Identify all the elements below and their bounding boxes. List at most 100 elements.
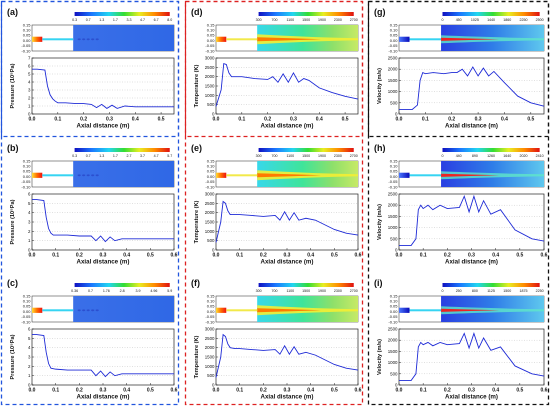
colorbar-tick-label: 800 [472,289,478,293]
x-axis-label: Axial distance (m) [261,394,314,401]
nozzle-inlet [32,307,43,313]
colorbar-tick-label: 2.7 [126,154,131,158]
colorbar [258,283,354,287]
x-tick-label: 0.3 [284,388,291,394]
contour-y-tick-label: 0.10 [23,28,32,33]
colorbar-tick-label: 1500 [503,289,511,293]
colorbar-tick-label: 1900 [318,18,326,22]
nozzle-jet [42,309,74,312]
y-tick-label: 1 [28,238,31,243]
y-axis-label: Temperature (K) [194,200,200,243]
contour-y-tick-label: 0.00 [390,309,399,314]
colorbar [442,283,540,287]
y-tick-label: 2 [28,229,31,234]
x-tick-label: 0.0 [29,388,36,394]
column-frame [184,0,364,406]
plot-frame [398,57,545,115]
y-tick-label: 3 [28,355,31,360]
nozzle-jet [409,174,442,177]
colorbar-tick-label: 1900 [318,289,326,293]
colorbar-tick-label: 300 [256,154,262,158]
x-tick-label: 0.5 [331,253,338,259]
nozzle-inlet [399,36,410,42]
contour-shock-cell [86,309,90,312]
x-tick-label: 0.1 [238,117,245,123]
colorbar-tick-label: 2500 [536,18,544,22]
x-tick-label: 0.0 [213,388,220,394]
colorbar-tick-label: 4.7 [154,154,159,158]
x-tick-label: 0.2 [76,388,83,394]
y-tick-label: 1 [28,373,31,378]
y-tick-label: 4 [28,345,31,350]
y-tick-label: 1500 [205,220,215,225]
contour-y-tick-label: 0.00 [390,174,399,179]
y-tick-label: 0 [28,248,31,253]
contour-field [73,25,174,51]
x-tick-label: 0.0 [29,117,36,123]
y-tick-label: 1500 [388,78,398,83]
colorbar-tick-label: 0 [442,18,444,22]
contour-y-tick-label: -0.05 [205,43,215,48]
colorbar-tick-label: 890 [472,154,478,158]
contour-shock-cell [82,309,86,312]
contour-y-tick-label: 0.15 [390,22,399,27]
contour-shock-cell [82,38,86,41]
colorbar-tick-label: 1100 [286,18,294,22]
contour-shock-cell [95,174,99,177]
y-tick-label: 6 [28,192,31,197]
x-axis-label: Axial distance (m) [261,259,314,266]
colorbar-tick-label: 0.36 [71,289,78,293]
series-line [32,199,174,243]
nozzle-inlet [216,307,227,313]
panel-label: (g) [374,7,386,17]
contour-y-tick-label: 0.05 [207,169,216,174]
contour-y-tick-label: 0.00 [23,309,32,314]
contour-y-tick-label: 0.10 [390,299,399,304]
contour-y-tick-label: -0.10 [21,319,31,324]
x-tick-label: 0.4 [123,253,130,259]
contour-y-tick-label: 0.05 [207,304,216,309]
x-tick-label: 0.0 [29,253,36,259]
y-tick-label: 0 [212,383,215,388]
x-tick-label: 0.0 [396,388,403,394]
x-tick-label: 0.1 [52,253,59,259]
x-tick-label: 0.4 [123,388,130,394]
colorbar-tick-label: 2300 [334,18,342,22]
contour-field [73,296,174,322]
contour-shock-cell [91,309,95,312]
contour-core [257,37,322,42]
x-tick-label: 0.1 [236,253,243,259]
x-tick-label: 0.3 [468,253,475,259]
colorbar-tick-label: 3.7 [140,154,145,158]
y-tick-label: 2000 [388,338,398,343]
nozzle-inlet [32,36,43,42]
nozzle-jet [409,309,442,312]
x-tick-label: 0.0 [213,253,220,259]
colorbar-tick-label: 1500 [302,18,310,22]
contour-y-tick-label: 0.15 [390,293,399,298]
nozzle-jet [42,38,74,41]
x-tick-label: 0.0 [396,117,403,123]
y-tick-label: 500 [207,373,215,378]
x-tick-label: 0.5 [527,117,534,123]
x-tick-label: 0.4 [316,117,323,123]
y-tick-label: 2500 [205,201,215,206]
colorbar-tick-label: 2410 [536,154,544,158]
contour-shock-cell [82,174,86,177]
colorbar-tick-label: 1.7 [113,18,118,22]
panel-g: (g)0 450 1025 1440 1860 2250 25000.150.100.050… [367,0,550,138]
x-tick-label: 0.3 [290,117,297,123]
colorbar-tick-label: 1100 [286,289,294,293]
colorbar [442,148,540,152]
contour-shock-cell [86,38,90,41]
y-tick-label: 1000 [388,89,398,94]
series-line [215,62,359,107]
y-axis-label: Velocity (m/s) [377,204,383,240]
contour-y-tick-label: -0.10 [388,184,398,189]
y-axis-label: Temperature (K) [194,64,200,107]
x-axis-label: Axial distance (m) [445,394,498,401]
x-tick-label: 0.5 [147,253,154,259]
y-tick-label: 2000 [388,67,398,72]
